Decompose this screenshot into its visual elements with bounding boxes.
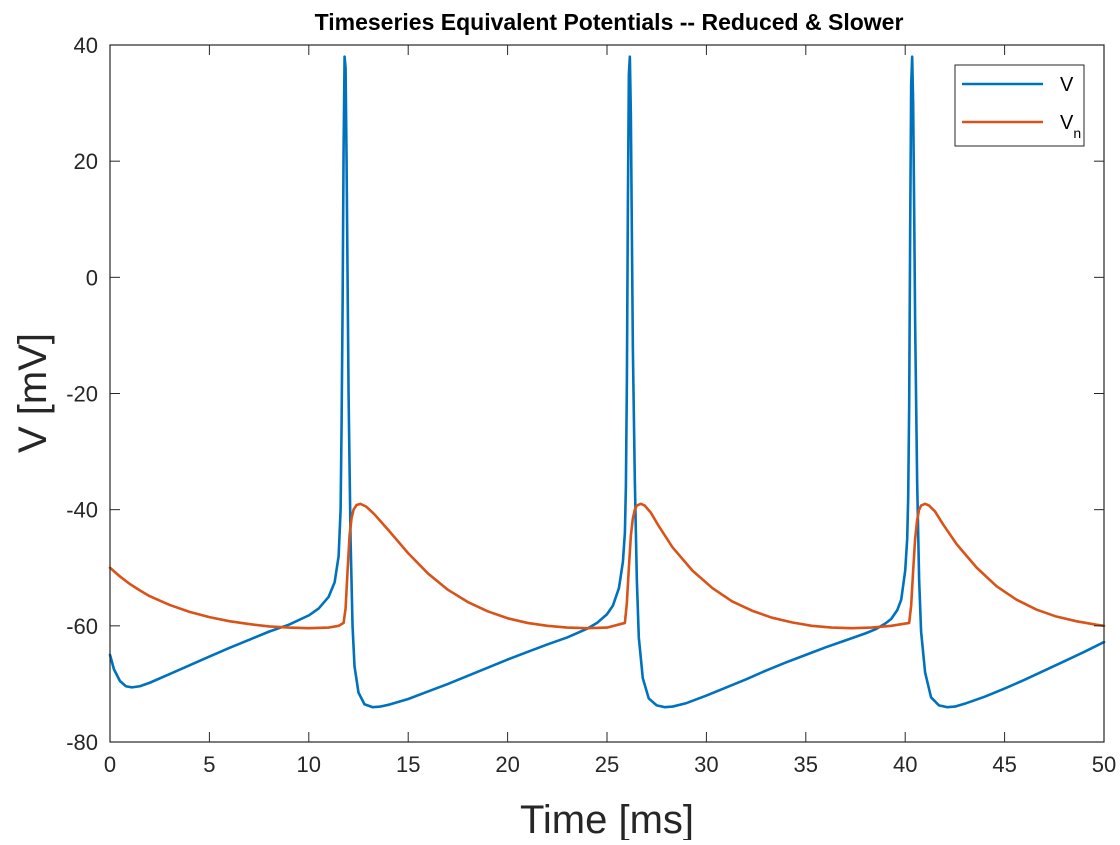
chart-title: Timeseries Equivalent Potentials -- Redu… — [315, 9, 904, 35]
x-tick-label: 15 — [396, 752, 420, 777]
x-tick-label: 25 — [595, 752, 619, 777]
x-axis-label: Time [ms] — [520, 798, 694, 840]
series-line-v — [108, 55, 1106, 709]
x-tick-label: 45 — [992, 752, 1016, 777]
y-tick-label: -20 — [66, 382, 98, 407]
plot-area — [110, 45, 1104, 742]
plot-frame — [109, 44, 1105, 743]
series-layer — [108, 55, 1106, 709]
y-axis-label: V [mV] — [11, 333, 55, 453]
y-tick-label: -60 — [66, 614, 98, 639]
x-tick-label: 40 — [893, 752, 917, 777]
legend-label-v: V — [1060, 74, 1074, 96]
y-tick-label: 0 — [86, 265, 98, 290]
legend[interactable]: V Vn — [954, 64, 1085, 147]
x-tick-label: 5 — [203, 752, 215, 777]
y-tick-label: 20 — [74, 149, 98, 174]
x-tick-label: 35 — [794, 752, 818, 777]
y-tick-label: -80 — [66, 730, 98, 755]
y-tick-label: -40 — [66, 498, 98, 523]
x-tick-label: 20 — [495, 752, 519, 777]
y-tick-label: 40 — [74, 33, 98, 58]
x-tick-label: 50 — [1092, 752, 1116, 777]
x-tick-label: 0 — [104, 752, 116, 777]
legend-box — [954, 64, 1085, 147]
x-tick-label: 30 — [694, 752, 718, 777]
series-line-vn — [108, 502, 1106, 630]
x-tick-label: 10 — [297, 752, 321, 777]
ticks-layer: 0 5 10 15 20 25 30 35 40 45 50 -80 -60 -40 -20 0 20 40 — [66, 33, 1116, 777]
